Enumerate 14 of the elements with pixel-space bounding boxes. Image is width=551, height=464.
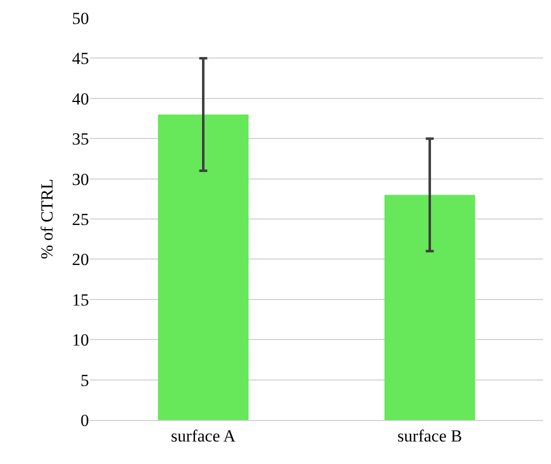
y-tick-label: 5 [80, 370, 89, 390]
x-tick-label: surface A [170, 426, 236, 446]
y-tick-label: 50 [72, 8, 89, 28]
y-tick-label: 25 [72, 210, 89, 229]
y-tick-label: 40 [72, 89, 89, 108]
y-tick-label: 35 [72, 130, 89, 149]
y-axis-title: % of CTRL [38, 178, 57, 260]
y-tick-label: 30 [72, 170, 89, 189]
x-tick-label: surface B [397, 426, 462, 446]
y-tick-label: 0 [80, 410, 89, 430]
y-tick-label: 20 [72, 250, 89, 270]
y-tick-label: 10 [72, 330, 89, 350]
y-tick-label: 45 [72, 49, 89, 68]
y-tick-label: 15 [72, 290, 89, 310]
